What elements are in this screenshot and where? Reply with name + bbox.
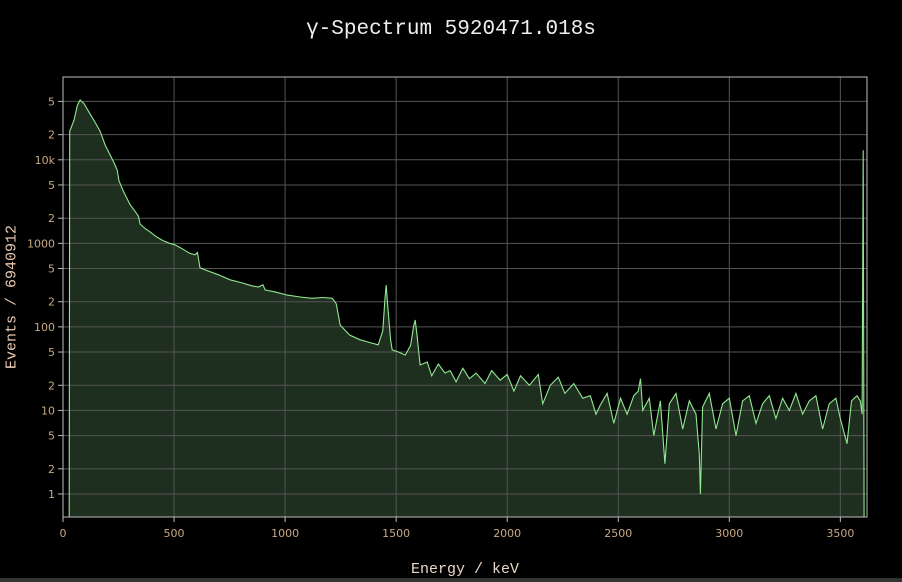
x-tick-label: 2000	[493, 527, 521, 540]
spectrum-area	[69, 100, 865, 517]
chart-title: γ-Spectrum 5920471.018s	[306, 18, 596, 41]
x-tick-label: 3000	[715, 527, 743, 540]
x-tick-label: 0	[60, 527, 67, 540]
x-tick-label: 1000	[271, 527, 299, 540]
y-tick-label: 100	[34, 321, 55, 334]
y-tick-label: 2	[48, 463, 55, 476]
x-tick-label: 1500	[382, 527, 410, 540]
y-tick-label: 1000	[27, 237, 55, 250]
y-tick-label: 10k	[35, 154, 56, 167]
y-tick-label: 5	[48, 262, 55, 275]
plot-frame	[62, 76, 868, 518]
x-axis-label: Energy / keV	[410, 561, 520, 578]
x-tick-label: 500	[164, 527, 185, 540]
y-tick-label: 2	[48, 296, 55, 309]
y-tick-label: 2	[48, 129, 55, 142]
y-tick-label: 5	[48, 179, 55, 192]
y-tick-label: 5	[48, 346, 55, 359]
y-tick-label: 2	[48, 379, 55, 392]
spectrum-line	[68, 99, 865, 518]
y-tick-label: 1	[48, 488, 55, 501]
x-tick-label: 2500	[604, 527, 632, 540]
x-tick-label: 3500	[826, 527, 854, 540]
y-tick-label: 5	[48, 430, 55, 443]
y-tick-label: 10	[41, 404, 55, 417]
y-tick-label: 2	[48, 212, 55, 225]
y-tick-label: 5	[48, 95, 55, 108]
bottom-border	[0, 578, 902, 582]
